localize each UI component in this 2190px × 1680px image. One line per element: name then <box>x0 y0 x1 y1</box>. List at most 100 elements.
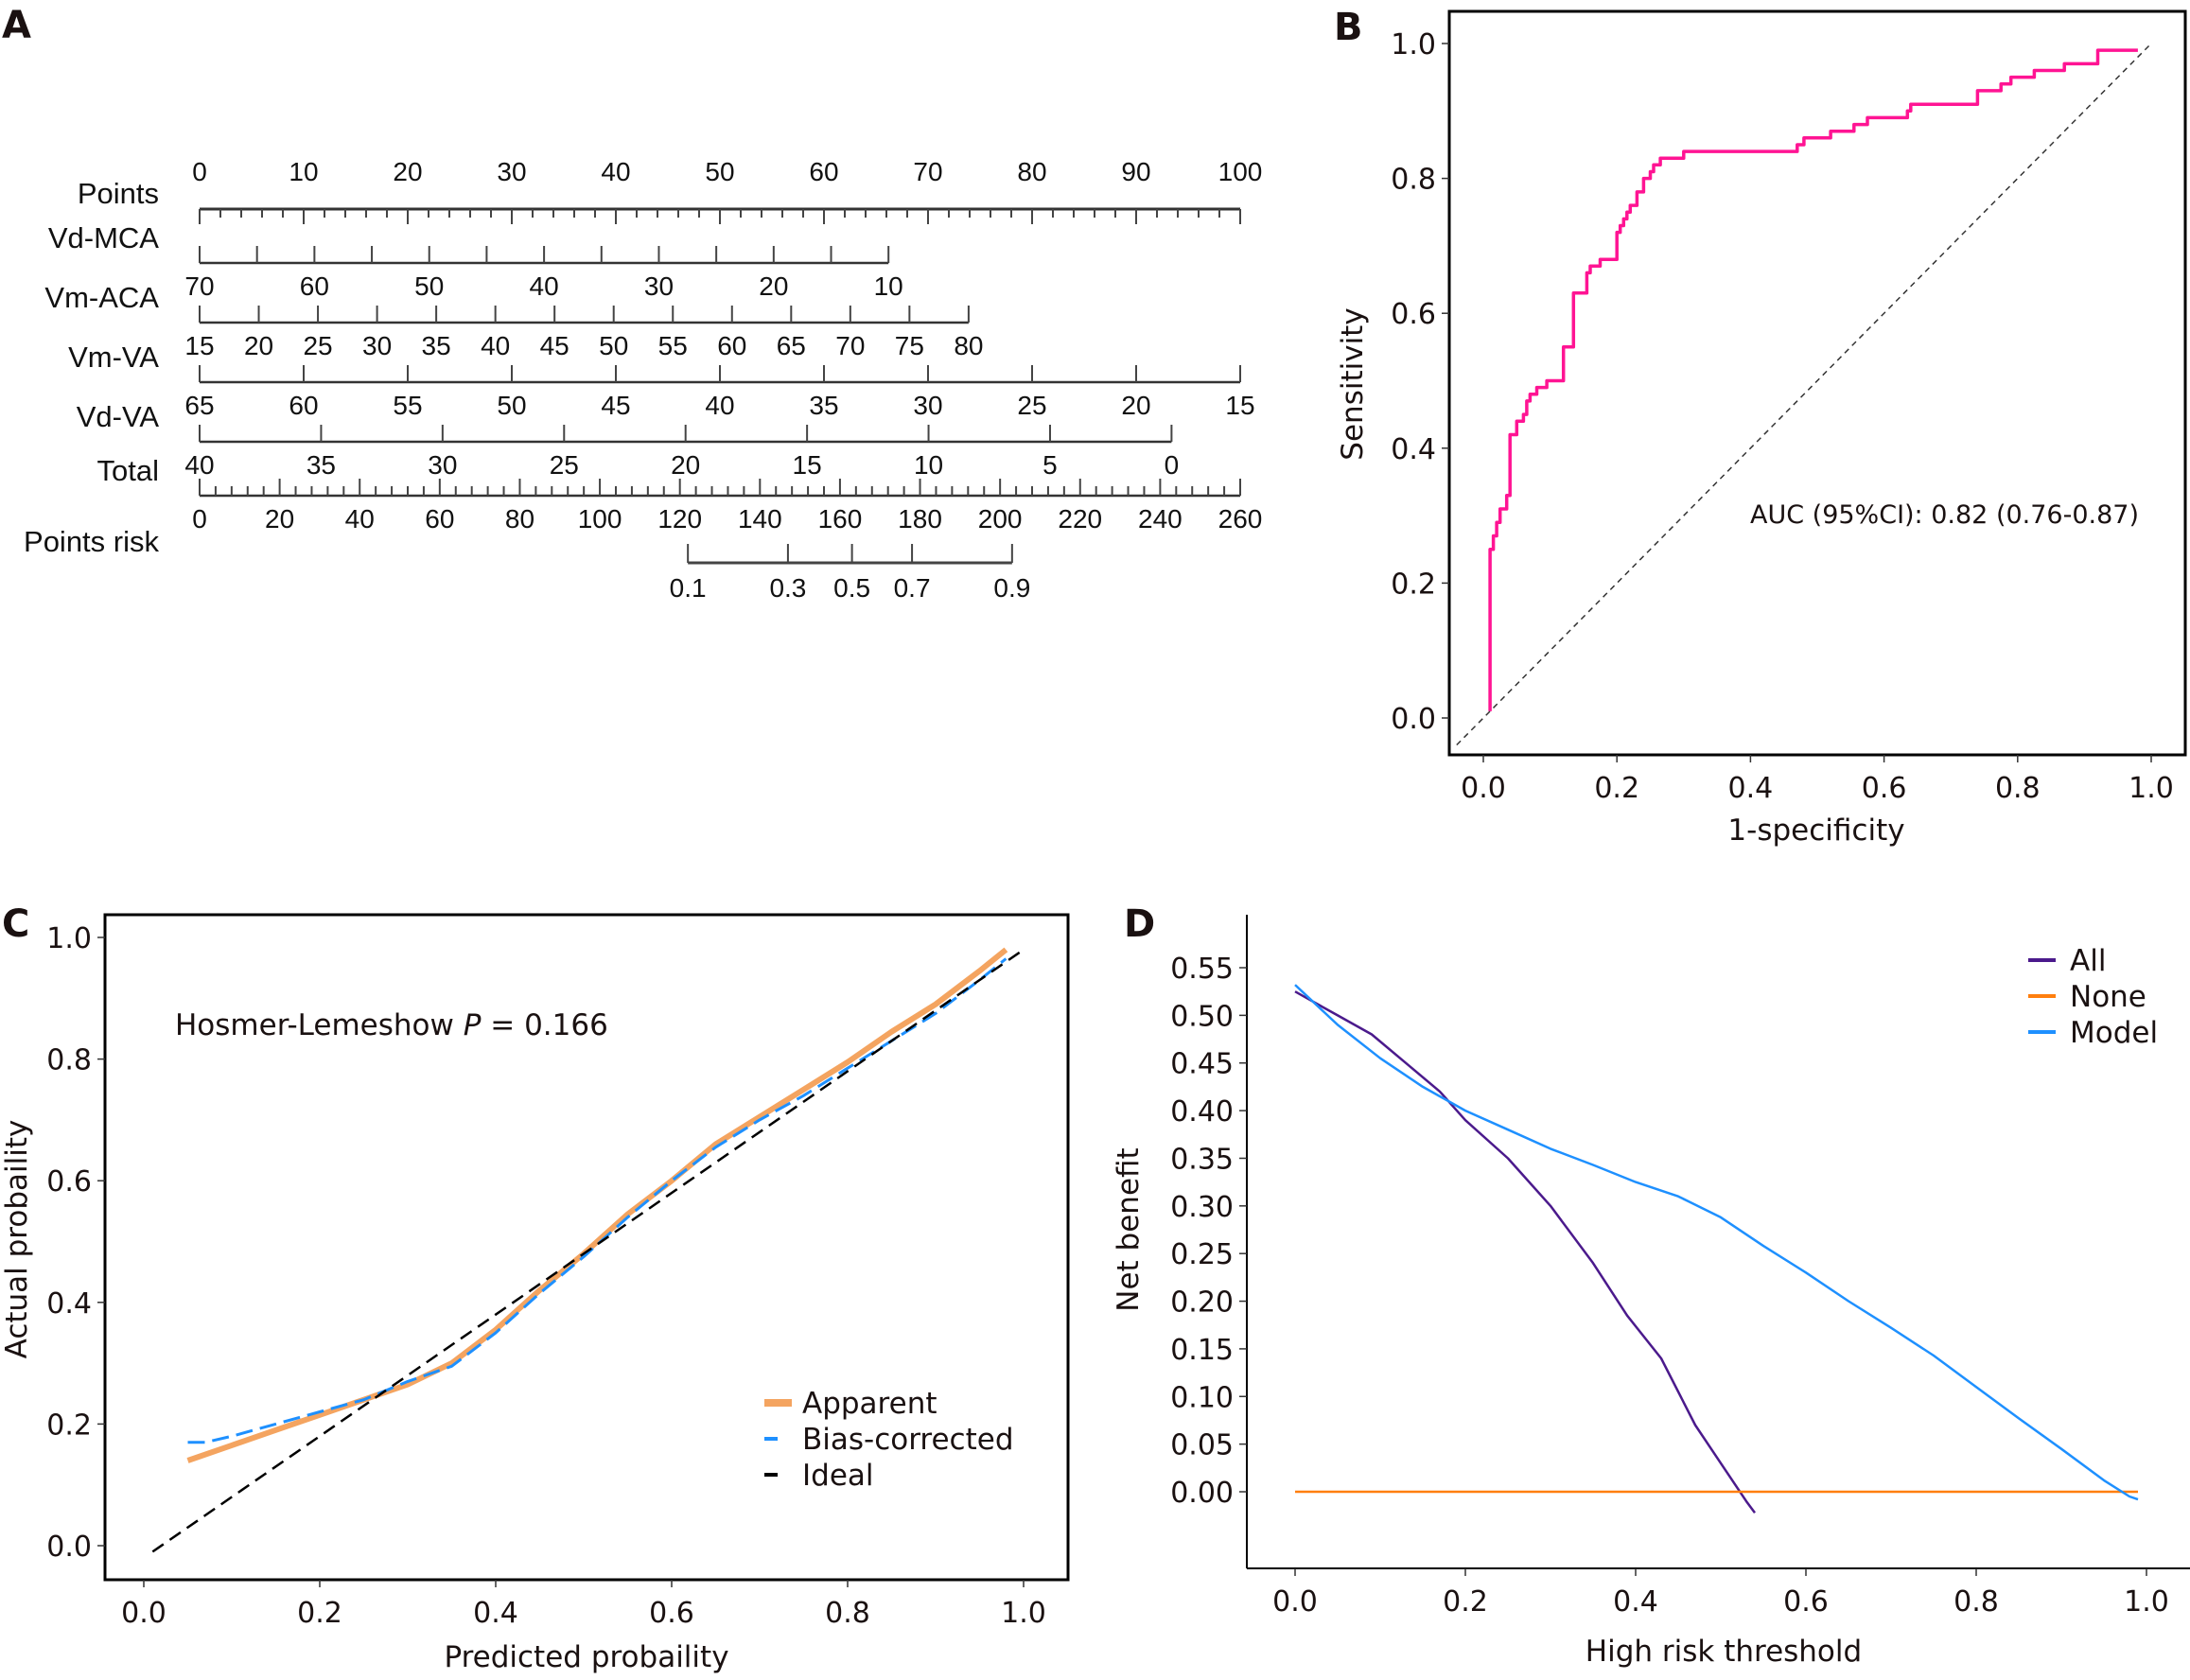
x-tick-label: 0.4 <box>1613 1585 1658 1619</box>
x-tick-label: 0.8 <box>1953 1585 1999 1619</box>
y-tick-label: 0.05 <box>1170 1429 1234 1462</box>
nomogram-tick-label: 100 <box>1218 157 1263 186</box>
nomogram-tick-label: 0 <box>192 157 207 186</box>
nomogram-tick-label: 20 <box>671 450 700 480</box>
roc-x-axis-title: 1-specificity <box>1727 814 1904 848</box>
nomogram-row-total: Total 0 20 40 60 80 100 120 140 160 180 200 220 240 26… <box>97 454 1263 534</box>
x-tick-label: 0.0 <box>1272 1585 1318 1619</box>
x-tick-label: 0.6 <box>649 1597 694 1630</box>
y-tick-label: 0.6 <box>1391 298 1436 331</box>
nomogram-row-label: Vd-MCA <box>48 221 159 254</box>
nomogram-tick-label: 160 <box>818 504 863 534</box>
roc-y-axis-title: Sensitivity <box>1336 307 1370 460</box>
nomogram-row-label: Vm-ACA <box>44 281 159 314</box>
legend-label-ideal: Ideal <box>802 1459 874 1493</box>
nomogram-tick-label: 0.1 <box>670 573 707 603</box>
x-tick-label: 0.2 <box>1443 1585 1488 1619</box>
nomogram-row-vd-mca: Vd-MCA 70 60 50 40 30 20 10 <box>48 221 903 301</box>
nomogram-tick-label: 60 <box>809 157 838 186</box>
auc-annotation: AUC (95%CI): 0.82 (0.76-0.87) <box>1750 500 2139 530</box>
y-tick-label: 1.0 <box>46 922 92 955</box>
series-line-bias-corrected <box>187 957 1007 1444</box>
x-tick-label: 0.6 <box>1783 1585 1829 1619</box>
nomogram-tick-label: 60 <box>717 331 746 360</box>
nomogram-tick-label: 30 <box>913 391 942 420</box>
nomogram-tick-label: 60 <box>300 271 329 301</box>
legend-label-bias-corrected: Bias-corrected <box>802 1423 1014 1457</box>
y-tick-label: 0.30 <box>1170 1191 1234 1224</box>
nomogram-tick-label: 10 <box>874 271 903 301</box>
y-tick-label: 0.2 <box>46 1409 92 1442</box>
nomogram-tick-label: 100 <box>578 504 622 534</box>
legend-label-none: None <box>2070 980 2146 1014</box>
nomogram-tick-label: 20 <box>393 157 422 186</box>
y-tick-label: 0.4 <box>1391 433 1436 466</box>
y-tick-label: 0.45 <box>1170 1048 1234 1081</box>
nomogram-tick-label: 40 <box>184 450 214 480</box>
series-line-apparent <box>186 947 1008 1463</box>
nomogram-tick-label: 80 <box>954 331 983 360</box>
nomogram-tick-label: 90 <box>1121 157 1150 186</box>
x-tick-label: 0.0 <box>1461 772 1506 805</box>
y-tick-label: 0.00 <box>1170 1477 1234 1510</box>
hl-prefix: Hosmer-Lemeshow <box>175 1008 464 1042</box>
nomogram-tick-label: 25 <box>550 450 579 480</box>
nomogram-row-label: Points risk <box>24 525 159 558</box>
nomogram-tick-label: 70 <box>184 271 214 301</box>
nomogram-tick-label: 40 <box>530 271 559 301</box>
y-tick-label: 0.0 <box>1391 703 1436 736</box>
nomogram-tick-label: 0.3 <box>769 573 806 603</box>
series-line-roc <box>1488 48 2138 711</box>
roc-plot-frame <box>1447 9 2187 757</box>
series-line-all <box>1294 990 1757 1514</box>
x-tick-label: 0.8 <box>825 1597 870 1630</box>
nomogram-tick-label: 20 <box>244 331 273 360</box>
nomogram-tick-label: 5 <box>1042 450 1058 480</box>
nomogram-tick-label: 45 <box>601 391 630 420</box>
y-tick-label: 0.15 <box>1170 1334 1234 1367</box>
nomogram-tick-label: 10 <box>914 450 943 480</box>
panel-d-decision-curve: D 0.0 0.2 0.4 0.6 0.8 1.0 0.00 0.05 0.10 0.15 0.20… <box>1112 902 2190 1669</box>
x-tick-label: 0.8 <box>1995 772 2041 805</box>
nomogram-tick-label: 35 <box>422 331 451 360</box>
panel-letter-b: B <box>1334 6 1363 49</box>
nomogram-tick-label: 75 <box>895 331 924 360</box>
nomogram-tick-label: 180 <box>898 504 942 534</box>
nomogram-tick-label: 40 <box>601 157 630 186</box>
nomogram-tick-label: 60 <box>289 391 318 420</box>
panel-c-calibration: C 0.0 0.2 0.4 0.6 0.8 1.0 0.0 0.2 0.4 0.6 0.8 1.0 H… <box>0 902 1070 1674</box>
x-tick-label: 1.0 <box>1001 1597 1046 1630</box>
x-tick-label: 0.4 <box>473 1597 518 1630</box>
calibration-x-axis-title: Predicted probaility <box>444 1640 728 1674</box>
x-tick-label: 1.0 <box>2129 772 2174 805</box>
nomogram-row-vd-va: Vd-VA 40 35 30 25 20 15 10 5 0 <box>77 400 1179 480</box>
nomogram-tick-label: 50 <box>705 157 734 186</box>
nomogram-tick-label: 60 <box>425 504 454 534</box>
nomogram-tick-label: 30 <box>644 271 674 301</box>
nomogram-tick-label: 10 <box>289 157 318 186</box>
nomogram-tick-label: 50 <box>599 331 628 360</box>
nomogram-tick-label: 80 <box>505 504 534 534</box>
nomogram-tick-label: 35 <box>809 391 838 420</box>
panel-letter-c: C <box>2 902 29 946</box>
series-line-ideal <box>151 948 1025 1553</box>
nomogram-row-points: Points 0 10 20 30 40 50 60 70 80 90 100 <box>78 157 1263 224</box>
nomogram-row-vm-va: Vm-VA 65 60 55 50 45 40 35 30 25 20 15 <box>68 341 1254 420</box>
nomogram-tick-label: 25 <box>303 331 332 360</box>
nomogram-tick-label: 260 <box>1218 504 1263 534</box>
nomogram-tick-label: 20 <box>759 271 788 301</box>
nomogram-tick-label: 40 <box>345 504 375 534</box>
hosmer-lemeshow-annotation: Hosmer-Lemeshow P = 0.166 <box>175 1008 608 1042</box>
nomogram-tick-label: 45 <box>540 331 569 360</box>
nomogram-tick-label: 0 <box>1165 450 1180 480</box>
nomogram-tick-label: 30 <box>362 331 392 360</box>
y-tick-label: 0.55 <box>1170 953 1234 986</box>
nomogram-tick-label: 65 <box>777 331 806 360</box>
x-tick-label: 0.4 <box>1728 772 1774 805</box>
hl-suffix: = 0.166 <box>481 1008 607 1042</box>
series-line-model <box>1294 984 2139 1501</box>
nomogram-row-label: Vm-VA <box>68 341 159 374</box>
